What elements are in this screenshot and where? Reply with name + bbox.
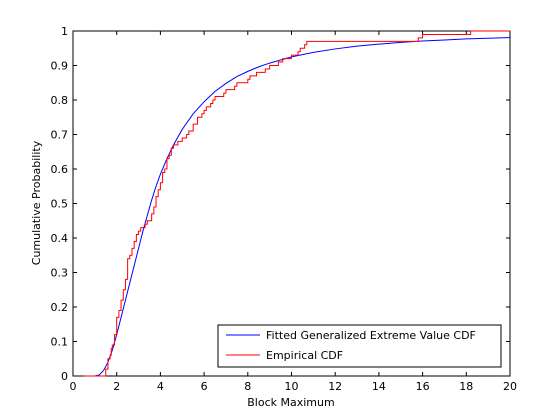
- x-tick-label: 0: [70, 380, 77, 393]
- legend-label-fitted: Fitted Generalized Extreme Value CDF: [266, 329, 476, 342]
- y-tick-label: 0.8: [51, 94, 69, 107]
- x-tick-label: 6: [201, 380, 208, 393]
- series-line-fitted: [83, 37, 511, 377]
- x-tick-label: 18: [459, 380, 473, 393]
- y-tick-label: 0.9: [51, 60, 69, 73]
- legend-box: [217, 324, 502, 368]
- y-tick-label: 0.6: [51, 163, 69, 176]
- x-tick-label: 4: [157, 380, 164, 393]
- y-tick-label: 0.2: [51, 301, 69, 314]
- y-axis-label: Cumulative Probability: [30, 140, 43, 265]
- legend: Fitted Generalized Extreme Value CDF Emp…: [217, 324, 502, 368]
- legend-label-empirical: Empirical CDF: [266, 349, 343, 362]
- y-tick-label: 0.1: [51, 336, 69, 349]
- x-axis-label: Block Maximum: [247, 396, 334, 409]
- y-tick-label: 0.5: [51, 198, 69, 211]
- x-tick-label: 8: [244, 380, 251, 393]
- x-tick-label: 2: [113, 380, 120, 393]
- x-tick-label: 14: [372, 380, 386, 393]
- x-tick-label: 20: [503, 380, 517, 393]
- series-layer: [83, 30, 511, 377]
- y-tick-label: 0.7: [51, 129, 69, 142]
- series-line-empirical: [83, 30, 510, 377]
- axis-ticks: 0 2 4 6 8 10 12 14 16 18 20 0 0.1 0.2 0.3 0.4 0.5 0.6 0.7 0…: [51, 25, 518, 393]
- x-tick-label: 16: [416, 380, 430, 393]
- y-tick-label: 0: [61, 370, 68, 383]
- y-tick-label: 0.4: [51, 232, 69, 245]
- y-tick-label: 0.3: [51, 267, 69, 280]
- plot-area: [72, 30, 511, 377]
- y-tick-label: 1: [61, 25, 68, 38]
- x-tick-label: 12: [328, 380, 342, 393]
- x-tick-label: 10: [285, 380, 299, 393]
